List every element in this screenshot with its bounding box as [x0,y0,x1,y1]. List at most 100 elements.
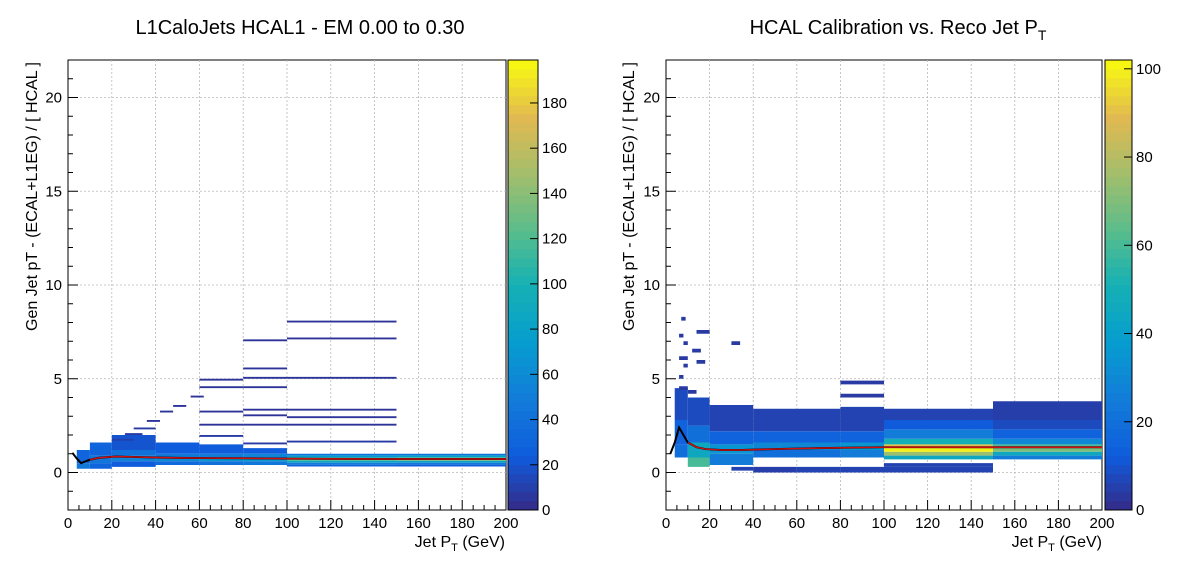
right-color-scale-band [1105,249,1132,259]
right-color-scale-band [1105,348,1132,358]
left-heatmap-cell [199,386,244,389]
left-color-scale-band [508,321,538,331]
right-profile-fit [687,441,1102,451]
right-y-tick-label: 5 [652,371,660,388]
left-x-tick-label: 40 [147,515,164,532]
left-color-scale-band [508,195,538,205]
left-color-scale-band [508,285,538,295]
left-heatmap-cell [111,455,156,462]
right-heatmap-cell [696,330,710,334]
left-color-scale-band [508,411,538,421]
left-x-tick-label: 80 [235,515,252,532]
left-heatmap-cell [243,448,287,454]
right-color-scale-band [1105,231,1132,241]
right-heatmap-cell [840,442,884,450]
left-heatmap-cell [89,455,112,464]
left-color-scale-band [508,231,538,241]
left-profile-fit [89,455,506,461]
right-x-tick-label: 160 [1002,515,1027,532]
left-heatmap-cell [199,435,244,437]
left-heatmap-cell [199,457,244,462]
right-heatmap-cell [709,405,754,432]
left-color-scale-band [508,222,538,232]
right-color-scale-band [1105,222,1132,232]
left-x-axis-label: Jet PT (GeV) [415,534,505,554]
left-x-label-sub: T [451,542,458,554]
left-heatmap-cell [111,435,156,450]
left-color-scale-band [508,141,538,151]
left-heatmap-cell [287,408,397,411]
right-x-tick-label: 100 [871,515,896,532]
right-heatmap-cell [796,466,841,473]
left-color-scale-band [508,429,538,439]
right-heatmap-cell [884,420,993,430]
left-heatmap-cell [287,453,397,456]
left-heatmap-cell [287,423,397,426]
right-color-scale-band [1105,195,1132,205]
right-x-tick-label: 60 [788,515,805,532]
right-color-scale-band [1105,123,1132,133]
right-color-scale-band [1105,159,1132,169]
left-heatmap-cell [396,453,506,456]
left-heatmap-cell [111,450,156,456]
left-heatmap-cell [199,410,244,413]
right-color-scale-band [1105,447,1132,457]
right-y-tick-label: 15 [643,183,660,200]
left-heatmap-cell [287,455,397,458]
left-x-tick-label: 180 [450,515,475,532]
right-heatmap-cell [674,444,688,458]
right-heatmap-cell [683,341,688,345]
left-color-scale-band [508,186,538,196]
left-grid [68,60,506,510]
right-x-tick-label: 0 [662,515,670,532]
left-heatmap-cell [159,410,174,413]
left-heatmap-cell [243,442,287,445]
right-heatmap-cell [884,451,993,456]
left-color-scale-band [508,69,538,79]
right-color-scale-band [1105,60,1132,70]
left-y-tick-label: 5 [54,371,62,388]
left-heatmap-cell [173,405,187,407]
left-color-scale: 0 20 40 60 80 100 120 140 160 180 [507,59,567,519]
left-x-tick-label: 100 [274,515,299,532]
right-heatmap-cell [687,397,710,426]
left-color-scale-band [508,384,538,394]
right-heatmap-cell [884,438,993,445]
right-color-scale: 0 20 40 60 80 100 [1104,59,1161,519]
left-color-scale-band [508,474,538,484]
left-heatmap-cell [243,423,287,426]
left-heatmap-cell [287,416,397,419]
left-color-scale-band [508,123,538,133]
right-color-scale-band [1105,87,1132,97]
right-color-scale-band [1105,384,1132,394]
left-panel: L1CaloJets HCAL1 - EM 0.00 to 0.30 0 20 40… [24,17,567,554]
left-heatmap-cell [133,427,156,430]
left-color-scale-band [508,249,538,259]
left-heatmap-cell [243,376,287,379]
left-x-tick-label: 20 [103,515,120,532]
right-x-label-sub: T [1048,542,1055,554]
right-color-scale-band [1105,438,1132,448]
right-heatmap-cell [687,390,697,394]
right-color-scale-band [1105,267,1132,277]
right-heatmap-cell [753,466,797,473]
left-heatmap-cell [287,459,397,461]
left-color-scale-band [508,105,538,115]
right-x-ticks: 0 20 40 60 80 100 120 140 160 180 200 [662,500,1115,532]
left-heatmap-cell [287,337,397,340]
right-heatmap-cell [884,463,993,467]
left-color-scale-band [508,213,538,223]
right-color-scale-band [1105,402,1132,412]
right-heatmap-cell [840,466,884,473]
left-heatmap-cell [155,461,200,465]
left-x-ticks: 0 20 40 60 80 100 120 140 160 180 200 [64,500,519,532]
left-color-scale-label: 120 [542,231,567,248]
left-heatmap-cell [89,463,112,469]
right-color-scale-band [1105,492,1132,502]
left-y-tick-label: 0 [54,465,62,482]
right-heatmap-cell [753,408,841,432]
right-x-tick-label: 80 [832,515,849,532]
right-title-main: HCAL Calibration vs. Reco Jet P [750,17,1038,39]
